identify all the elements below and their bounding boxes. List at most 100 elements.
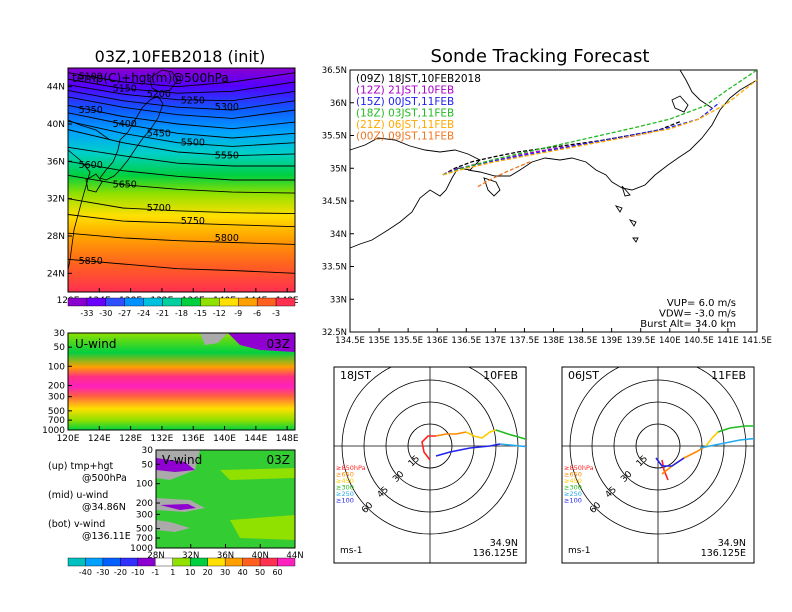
vwind-label: V-wind — [162, 453, 202, 467]
colorbar-swatch — [277, 557, 296, 567]
hodo-trace — [655, 457, 685, 467]
vwind-p-label: 30 — [142, 446, 154, 456]
hodo-trace — [661, 459, 669, 481]
height-contour — [68, 96, 295, 119]
japan-coastline — [68, 69, 179, 271]
track-lon-label: 141E — [717, 336, 739, 346]
map500-lat-label: 44N — [47, 83, 65, 93]
track-legend-entry: (21Z) 06JST,11FEB — [356, 119, 454, 131]
height-contour-label: 5550 — [215, 151, 239, 162]
colorbar-swatch — [120, 557, 139, 567]
colorbar-swatch — [256, 297, 277, 307]
hodo-trace — [435, 443, 501, 457]
uwind-lon-label: 120E — [57, 434, 80, 444]
uwind-p-label: 100 — [48, 362, 65, 372]
track-lat-label: 33.5N — [322, 263, 347, 273]
colorbar-swatch — [105, 297, 125, 307]
height-contour — [68, 84, 295, 102]
colorbar-label: -27 — [118, 309, 131, 318]
vwind-p-label: 300 — [136, 510, 153, 520]
hodo-coord-label: 34.9N — [490, 538, 518, 549]
uwind-p-label: 200 — [48, 381, 65, 391]
uwind-lon-label: 136E — [182, 434, 205, 444]
height-contour — [68, 89, 295, 111]
hodo-trace — [421, 435, 436, 461]
vwind-p-label: 1000 — [130, 544, 153, 554]
track-lat-label: 32.5N — [322, 328, 347, 338]
hodo-legend-entry: ≥300 — [336, 484, 354, 492]
height-contour-label: 5600 — [79, 160, 103, 171]
hodo-legend-entry: ≥450 — [564, 477, 582, 485]
height-contour-label: 5850 — [79, 256, 103, 267]
track-legend-entry: (12Z) 21JST,10FEB — [356, 85, 454, 97]
track-info-line: Burst Alt= 34.0 km — [640, 319, 736, 330]
colorbar-label: -3 — [272, 309, 280, 318]
hodo-date-label: 10FEB — [483, 369, 518, 382]
height-contour-label: 5650 — [113, 180, 137, 191]
note-line: (mid) u-wind — [48, 490, 108, 501]
sonde-track — [477, 161, 531, 188]
colorbar-label: -6 — [253, 309, 261, 318]
vwind-lat-label: 44N — [286, 551, 303, 561]
height-contour-label: 5250 — [181, 96, 205, 107]
vwind-lat-label: 40N — [252, 551, 269, 561]
hodo-legend-entry: ≥850hPa — [564, 464, 594, 472]
colorbar-label: 1 — [170, 568, 175, 577]
hodo-coord-label: 34.9N — [718, 538, 746, 549]
colorbar-swatch — [242, 557, 261, 567]
colorbar-label: -1 — [151, 568, 159, 577]
map500-lat-label: 24N — [47, 269, 65, 279]
track-lon-label: 140.5E — [684, 336, 714, 346]
colorbar-label: 20 — [203, 568, 213, 577]
colorbar-label: -21 — [156, 309, 169, 318]
height-contour-label: 5400 — [113, 119, 137, 130]
track-lon-label: 138.5E — [568, 336, 598, 346]
colorbar-label: -33 — [80, 309, 93, 318]
colorbar-swatch — [238, 297, 258, 307]
height-contour — [68, 174, 295, 194]
vwind-lat-label: 32N — [182, 551, 199, 561]
track-lat-label: 36N — [330, 99, 347, 109]
colorbar-swatch — [172, 557, 191, 567]
uwind-lon-label: 140E — [213, 434, 236, 444]
colorbar-label: -30 — [96, 568, 109, 577]
uwind-p-label: 700 — [48, 416, 65, 426]
track-lon-label: 138E — [543, 336, 565, 346]
note-line: @136.11E — [82, 531, 131, 542]
sonde-track — [442, 69, 758, 176]
track-lat-label: 34N — [330, 230, 347, 240]
track-info-line: VDW= -3.0 m/s — [659, 309, 736, 320]
vwind-lat-label: 28N — [147, 551, 164, 561]
height-contour — [68, 198, 295, 215]
track-lat-label: 35.5N — [322, 132, 347, 142]
colorbar-label: -12 — [213, 309, 226, 318]
uwind-p-label: 30 — [54, 329, 66, 339]
map500-lat-label: 28N — [47, 232, 65, 242]
hodo-coord-label: 136.125E — [473, 548, 518, 559]
height-contour — [68, 129, 295, 157]
height-contour-label: 5500 — [181, 138, 205, 149]
colorbar-swatch — [67, 297, 88, 307]
panel-notes: (up) tmp+hgt@500hPa (mid) u-wind@34.86N (b… — [48, 461, 131, 542]
colorbar-label: -40 — [79, 568, 92, 577]
colorbar-label: 30 — [220, 568, 230, 577]
track-lon-label: 135E — [368, 336, 390, 346]
track-lat-label: 35N — [330, 164, 347, 174]
vwind-lat-label: 36N — [217, 551, 234, 561]
map500-panel: 5100 5150 5200 5250 5300 5350 5400 5450 5500 5550… — [47, 67, 299, 318]
hodo-coord-label: 136.125E — [701, 548, 746, 559]
colorbar-swatch — [181, 297, 201, 307]
track-legend-entry: (18Z) 03JST,11FEB — [356, 108, 454, 120]
uwind-lon-label: 128E — [119, 434, 142, 444]
hodo-legend-entry: ≥100 — [336, 497, 354, 505]
uwind-lon-label: 124E — [88, 434, 111, 444]
colorbar-label: -10 — [131, 568, 144, 577]
uwind-time: 03Z — [267, 337, 291, 351]
colorbar-label: 40 — [238, 568, 248, 577]
track-lon-label: 137E — [485, 336, 507, 346]
track-lat-label: 36.5N — [322, 66, 347, 76]
colorbar-swatch — [259, 557, 278, 567]
